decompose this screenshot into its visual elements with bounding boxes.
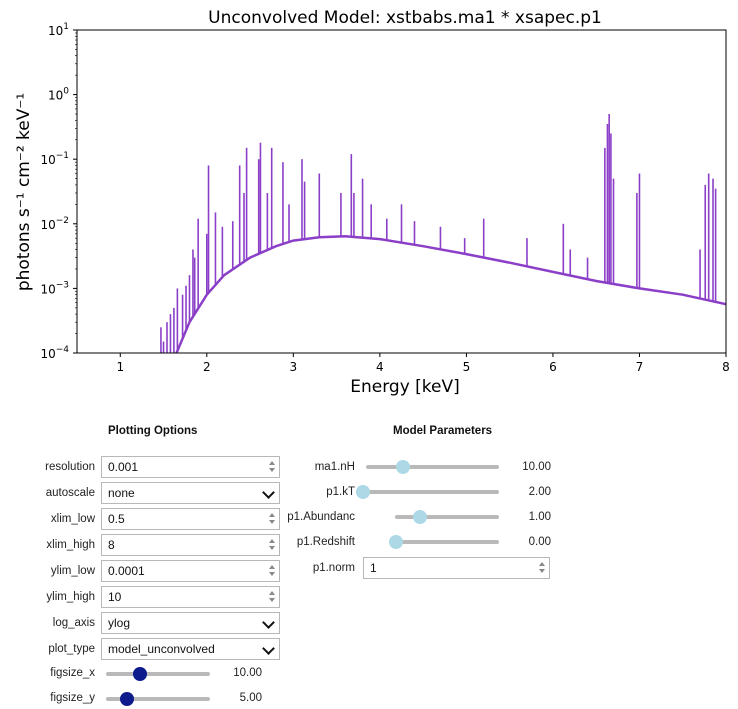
xlim-high-input[interactable]: 8 xyxy=(101,534,280,556)
x-tick-label: 2 xyxy=(203,360,211,374)
redshift-value: 0.00 xyxy=(528,536,551,548)
plot-type-value: model_unconvolved xyxy=(108,642,215,656)
figsize-y-slider-handle[interactable] xyxy=(119,692,134,706)
y-tick-base: 10 xyxy=(40,282,55,296)
norm-spinner-icon[interactable] xyxy=(539,562,545,574)
figsize-x-value: 10.00 xyxy=(233,667,262,679)
resolution-input[interactable]: 0.001 xyxy=(101,456,280,478)
x-tick-label: 1 xyxy=(116,360,124,374)
y-tick-base: 10 xyxy=(40,347,55,361)
plot-type-label: plot_type xyxy=(48,643,95,655)
y-tick-label: 10−1 xyxy=(40,151,69,167)
ylim-high-spinner-icon[interactable] xyxy=(269,591,275,603)
y-tick-exponent: −2 xyxy=(56,216,69,226)
figsize-x-slider[interactable] xyxy=(106,672,210,676)
abundanc-slider-handle[interactable] xyxy=(413,510,427,524)
xlim-low-label: xlim_low xyxy=(50,513,95,525)
kt-slider-handle[interactable] xyxy=(356,485,370,499)
x-axis: 1 2 3 4 5 6 7 8 xyxy=(116,353,730,374)
xlim-low-spinner-icon[interactable] xyxy=(269,513,275,525)
y-axis-label: photons s⁻¹ cm⁻² keV⁻¹ xyxy=(14,93,34,291)
figsize-y-label: figsize_y xyxy=(50,692,95,704)
log-axis-select[interactable]: ylog xyxy=(101,612,280,634)
resolution-spinner-icon[interactable] xyxy=(269,461,275,473)
resolution-value: 0.001 xyxy=(108,460,139,474)
continuum-curve xyxy=(175,235,727,354)
log-axis-label: log_axis xyxy=(52,617,95,629)
y-tick-exponent: 1 xyxy=(63,22,69,32)
ylim-low-spinner-icon[interactable] xyxy=(269,565,275,577)
norm-input[interactable]: 1 xyxy=(363,557,550,579)
y-tick-base: 10 xyxy=(48,24,63,38)
y-tick-exponent: −4 xyxy=(56,345,70,355)
figsize-x-slider-handle[interactable] xyxy=(133,667,147,681)
ylim-high-label: ylim_high xyxy=(46,591,95,603)
xlim-high-label: xlim_high xyxy=(46,539,95,551)
x-tick-label: 7 xyxy=(636,360,644,374)
x-tick-label: 8 xyxy=(722,360,730,374)
y-tick-label: 101 xyxy=(48,22,69,38)
chart-title: Unconvolved Model: xstbabs.ma1 * xsapec.… xyxy=(208,8,602,28)
y-tick-exponent: −1 xyxy=(56,151,69,161)
y-tick-exponent: −3 xyxy=(56,280,69,290)
norm-label: p1.norm xyxy=(312,562,355,574)
nh-label: ma1.nH xyxy=(314,461,355,473)
y-tick-label: 10−3 xyxy=(40,280,69,296)
x-axis-label: Energy [keV] xyxy=(350,377,460,397)
figsize-y-slider[interactable] xyxy=(106,697,210,701)
kt-value: 2.00 xyxy=(528,486,551,498)
y-tick-base: 10 xyxy=(40,218,55,232)
ylim-low-value: 0.0001 xyxy=(108,564,145,578)
x-tick-label: 6 xyxy=(549,360,557,374)
spectrum-plot: Unconvolved Model: xstbabs.ma1 * xsapec.… xyxy=(14,8,730,397)
xlim-high-value: 8 xyxy=(108,538,115,552)
x-tick-label: 4 xyxy=(376,360,384,374)
kt-label: p1.kT xyxy=(326,486,355,498)
nh-value: 10.00 xyxy=(522,461,551,473)
y-tick-label: 10−2 xyxy=(40,216,69,232)
plot-frame xyxy=(76,29,727,354)
log-axis-value: ylog xyxy=(108,616,131,630)
kt-slider[interactable] xyxy=(356,490,499,494)
ylim-low-input[interactable]: 0.0001 xyxy=(101,560,280,582)
nh-slider-handle[interactable] xyxy=(395,460,410,474)
ylim-low-label: ylim_low xyxy=(50,565,95,577)
y-tick-label: 10−4 xyxy=(40,345,69,361)
spectrum-line-series xyxy=(160,114,717,353)
nh-slider[interactable] xyxy=(366,465,499,469)
chevron-down-icon xyxy=(262,642,275,655)
redshift-slider-handle[interactable] xyxy=(389,535,403,549)
redshift-label: p1.Redshift xyxy=(296,536,355,548)
abundanc-value: 1.00 xyxy=(528,511,551,523)
ylim-high-input[interactable]: 10 xyxy=(101,586,280,608)
figsize-x-label: figsize_x xyxy=(50,667,95,679)
ylim-high-value: 10 xyxy=(108,590,122,604)
abundanc-label: p1.Abundanc xyxy=(287,511,355,523)
y-tick-base: 10 xyxy=(40,153,55,167)
continuum-series xyxy=(175,235,727,354)
y-tick-exponent: 0 xyxy=(63,87,69,97)
x-tick-label: 5 xyxy=(463,360,471,374)
resolution-label: resolution xyxy=(45,461,95,473)
norm-value: 1 xyxy=(370,561,377,575)
plotting-options-title: Plotting Options xyxy=(108,425,198,437)
autoscale-label: autoscale xyxy=(45,487,95,499)
chevron-down-icon xyxy=(262,616,275,629)
x-tick-label: 3 xyxy=(290,360,298,374)
figsize-y-value: 5.00 xyxy=(239,692,262,704)
y-tick-base: 10 xyxy=(48,89,63,103)
abundanc-slider[interactable] xyxy=(395,515,499,519)
autoscale-select[interactable]: none xyxy=(101,482,280,504)
xlim-low-input[interactable]: 0.5 xyxy=(101,508,280,530)
plot-type-select[interactable]: model_unconvolved xyxy=(101,638,280,660)
xlim-low-value: 0.5 xyxy=(108,512,125,526)
xlim-high-spinner-icon[interactable] xyxy=(269,539,275,551)
redshift-slider[interactable] xyxy=(389,540,499,544)
model-parameters-title: Model Parameters xyxy=(393,425,493,437)
autoscale-value: none xyxy=(108,486,135,500)
y-tick-label: 100 xyxy=(48,87,69,103)
